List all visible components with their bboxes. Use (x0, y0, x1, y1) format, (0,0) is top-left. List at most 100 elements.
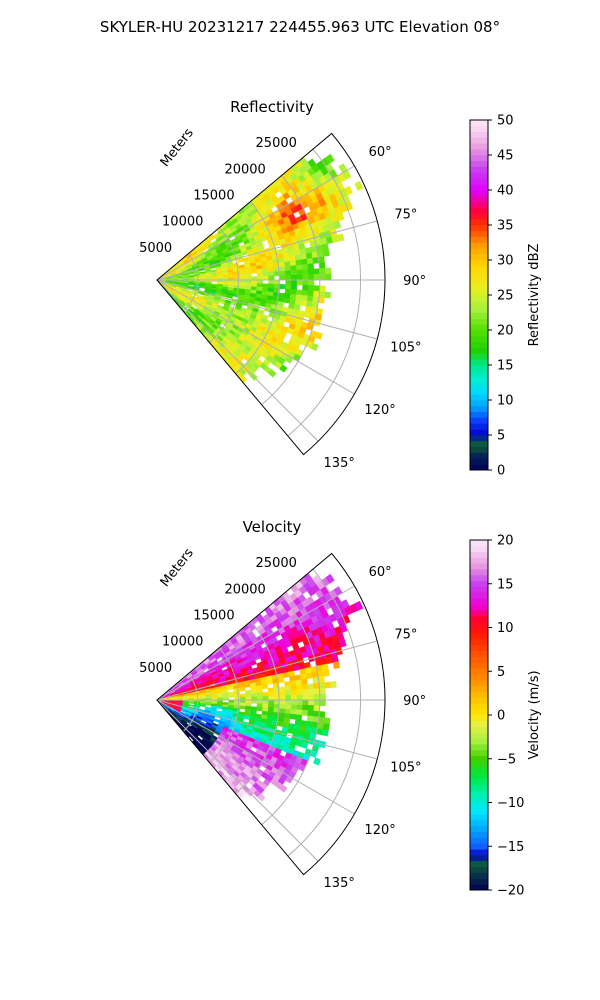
colorbar-segment (470, 347, 488, 354)
field-cell (261, 684, 269, 690)
field-cell (228, 694, 235, 698)
field-cell (245, 273, 252, 278)
colorbar-segment (470, 580, 488, 587)
field-cell (302, 694, 309, 701)
azimuth-gridline (156, 279, 378, 340)
colorbar-segment (470, 353, 488, 360)
colorbar-segment (470, 802, 488, 809)
field-cell (308, 699, 315, 706)
colorbar-tick-label: 15 (497, 359, 514, 374)
field-cell (318, 291, 326, 298)
colorbar-segment (470, 265, 488, 272)
colorbar-segment (470, 645, 488, 652)
colorbar-segment (470, 417, 488, 424)
colorbar-segment (470, 155, 488, 162)
field-cell (262, 695, 269, 701)
azimuth-tick-label: 135° (324, 456, 355, 471)
field-cell (279, 686, 286, 692)
field-cell (296, 704, 303, 711)
field-cell (306, 715, 314, 723)
colorbar-tick-label: 40 (497, 184, 514, 199)
colorbar-segment (470, 178, 488, 185)
colorbar-segment (470, 633, 488, 640)
azimuth-tick-label: 135° (324, 876, 355, 891)
radial-tick-label: 10000 (162, 215, 203, 230)
colorbar-tick-label: 30 (497, 254, 514, 269)
field-cell (319, 285, 326, 293)
colorbar-segment (470, 668, 488, 675)
field-cell (279, 784, 288, 793)
field-cell (324, 267, 332, 275)
colorbar-segment (470, 458, 488, 465)
colorbar-segment (470, 283, 488, 290)
field-cell (284, 681, 291, 687)
colorbar-segment (470, 394, 488, 401)
colorbar-segment (470, 627, 488, 634)
field-cell (256, 706, 263, 712)
field-cell (306, 295, 314, 303)
azimuth-gridline (156, 585, 355, 701)
field-cell (279, 708, 286, 714)
colorbar-segment (470, 260, 488, 267)
colorbar-label: Reflectivity dBZ (527, 244, 542, 347)
field-cell (323, 717, 331, 725)
colorbar-segment (470, 785, 488, 792)
colorbar-tick-label: 50 (497, 114, 514, 129)
field-cell (301, 678, 308, 686)
field-cell (285, 270, 292, 276)
colorbar-tick-label: −20 (497, 884, 524, 899)
colorbar-segment (470, 831, 488, 838)
radial-tick-label: 25000 (256, 556, 297, 571)
field-cell (313, 705, 321, 712)
azimuth-gridline (156, 279, 319, 442)
field-cell (239, 705, 246, 710)
field-cell (330, 680, 337, 689)
field-cell (354, 180, 364, 191)
field-cell (251, 699, 258, 704)
azimuth-tick-label: 120° (364, 403, 395, 418)
azimuth-gridline (156, 699, 355, 815)
colorbar-segment (470, 446, 488, 453)
colorbar-tick-label: 5 (497, 429, 505, 444)
colorbar-tick-label: 15 (497, 577, 514, 592)
field-cell (319, 267, 326, 275)
range-ring (261, 594, 321, 826)
colorbar-segment (470, 750, 488, 757)
radial-tick-label: 15000 (193, 189, 234, 204)
field-cell (308, 274, 315, 281)
colorbar-segment (470, 825, 488, 832)
field-cell (313, 688, 321, 695)
colorbar-tick-label: −15 (497, 840, 524, 855)
colorbar-segment (470, 790, 488, 797)
colorbar-segment (470, 359, 488, 366)
colorbar-segment (470, 225, 488, 232)
colorbar-segment (470, 685, 488, 692)
colorbar-segment (470, 680, 488, 687)
field-cell (307, 688, 315, 695)
field-cell (295, 259, 303, 266)
velocity-colorbar: −20 −15 −10 −5 0 5 10 15 20 Velocity (m/s) (469, 534, 542, 899)
field-cell (290, 685, 297, 691)
field-cell (321, 243, 329, 251)
field-cell (300, 253, 308, 260)
field-cell (294, 674, 302, 681)
field-cell (324, 681, 332, 689)
colorbar-segment (470, 120, 488, 127)
field-cell (262, 275, 269, 281)
field-cell (354, 600, 364, 611)
field-cell (307, 285, 315, 292)
field-cell (296, 699, 304, 706)
colorbar-segment (470, 376, 488, 383)
colorbar-tick-label: 0 (497, 709, 505, 724)
colorbar-tick-label: −5 (497, 752, 516, 767)
field-cell (302, 269, 309, 276)
colorbar-segment (470, 300, 488, 307)
colorbar-segment (470, 365, 488, 372)
colorbar-segment (470, 639, 488, 646)
field-cell (222, 274, 229, 278)
field-cell (319, 273, 326, 281)
range-ring (287, 568, 362, 857)
field-cell (290, 709, 297, 715)
field-cell (341, 614, 351, 625)
velocity-gridlines (156, 568, 385, 862)
